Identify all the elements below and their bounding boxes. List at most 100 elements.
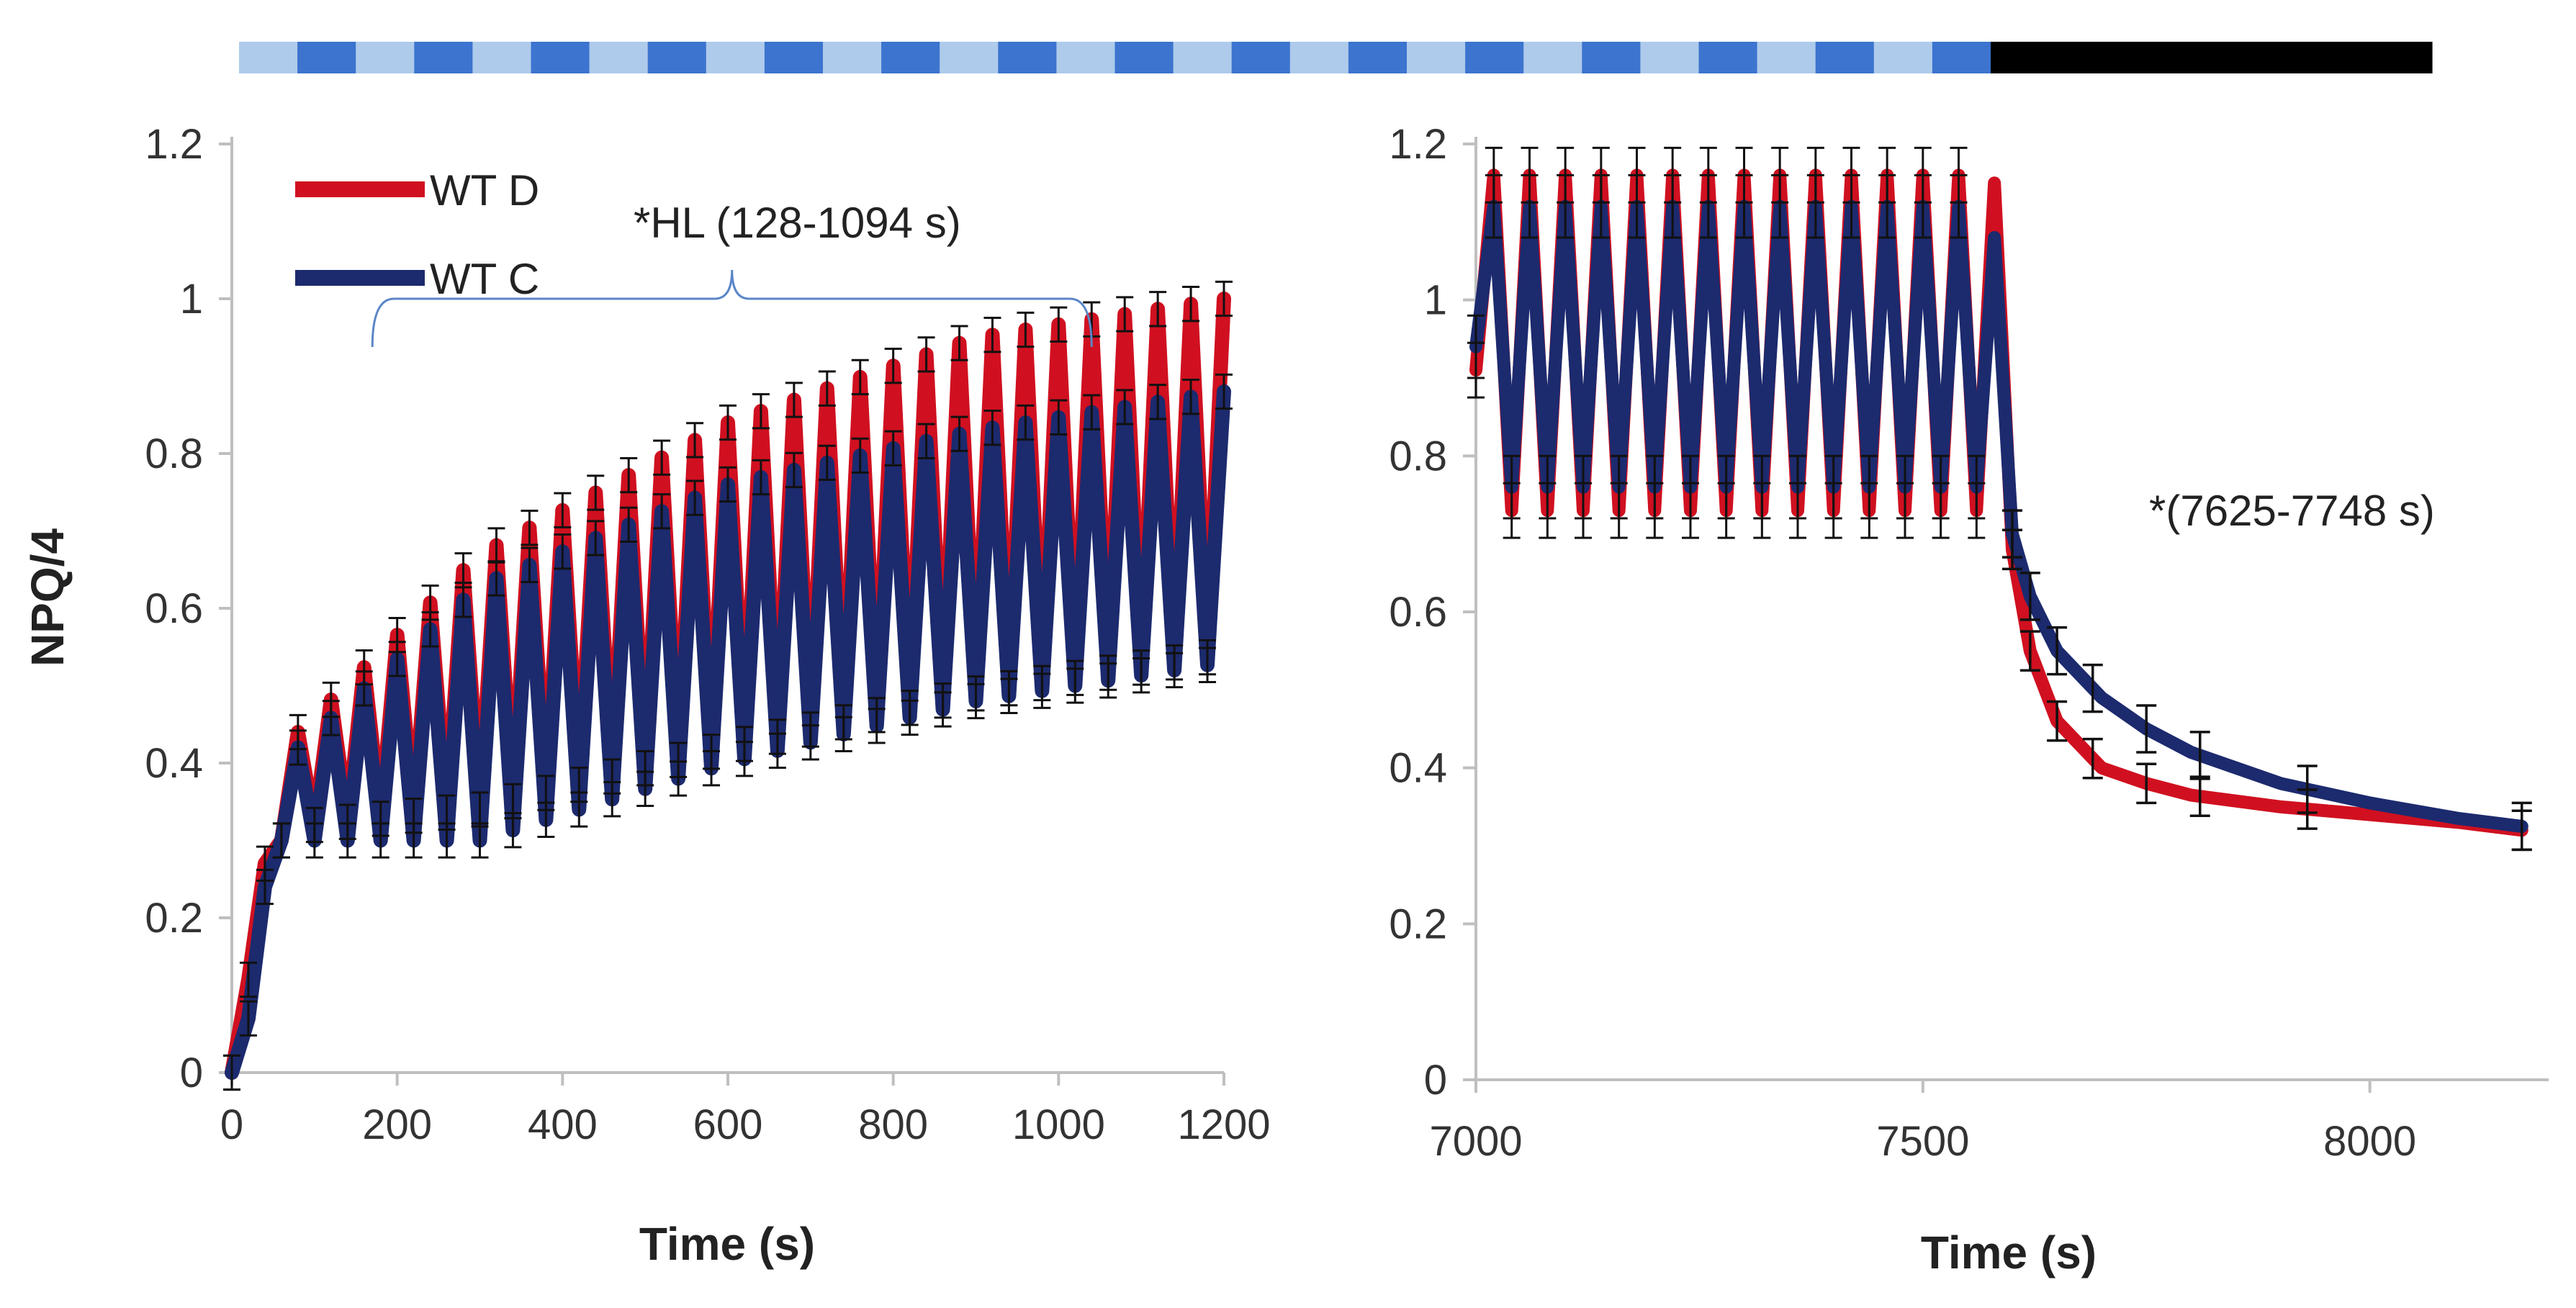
error-bar [1824,454,1842,520]
right-tick-labels: 0 0.2 0.4 0.6 0.8 1 1.2 7000 7500 8000 [1389,121,2416,1165]
x-tick-label: 7500 [1876,1118,1969,1165]
error-bar [1950,173,1968,239]
light-bar-segment [1407,42,1466,73]
error-bar [1149,291,1167,328]
error-bar [1968,454,1986,520]
error-bar [554,492,572,528]
error-bar [305,822,323,859]
error-bar [1000,677,1018,714]
light-bar-segment [1523,42,1582,73]
error-bar [1628,173,1646,239]
error-bar [719,404,737,441]
light-bar-segment [1231,42,1291,73]
light-bar-segment [297,42,356,73]
error-bar [1610,454,1628,520]
error-bar [1033,672,1051,709]
light-bar-segment [881,42,940,73]
error-bar [686,422,704,459]
error-bar [1753,454,1771,520]
error-bar [653,439,671,476]
error-bar [1050,399,1068,436]
y-tick-label: 0 [1424,1057,1447,1104]
x-tick-label: 800 [858,1101,928,1148]
error-bar [653,493,671,530]
error-bar [1878,173,1896,239]
error-bar [636,770,654,807]
error-bar [620,456,638,494]
error-bar [1646,454,1664,520]
error-bar [1521,173,1539,239]
error-bar [1215,373,1233,410]
x-tick-label: 400 [528,1101,598,1148]
error-bar [983,317,1001,353]
error-bar [2136,762,2157,805]
light-condition-bar [239,42,2433,73]
right-error-bars [1467,146,2532,852]
error-bar [967,682,985,720]
error-bar [1806,173,1824,239]
error-bar [2189,731,2210,780]
left-x-axis-label: Time (s) [639,1218,815,1270]
light-bar-segment [1698,42,1758,73]
error-bar [801,724,819,761]
light-bar-segment [1114,42,1174,73]
error-bar [2082,737,2103,780]
error-bar [768,732,786,769]
error-bar [703,750,721,787]
y-tick-label: 1 [1424,277,1447,324]
error-bar [2019,630,2040,672]
error-bar [1149,384,1167,420]
light-bar-segment [239,42,298,73]
error-bar [388,641,406,677]
light-bar-segment [706,42,765,73]
error-bar [1789,454,1806,520]
error-bar [983,410,1001,446]
hl-bracket [371,269,1093,348]
error-bar [1099,662,1117,699]
y-tick-label: 0.4 [145,740,203,787]
error-bar [1182,286,1200,323]
error-bar [1116,296,1134,333]
error-bar [752,393,770,430]
y-tick-label: 1.2 [145,121,203,168]
error-bar [901,699,919,736]
error-bar [670,760,688,797]
x-tick-label: 1000 [1012,1101,1105,1148]
right-axes [1463,137,2549,1093]
y-tick-label: 0.8 [145,430,203,477]
error-bar [934,691,952,728]
error-bar [537,801,555,838]
error-bar [1539,454,1557,520]
error-bar [554,533,572,570]
error-bar [785,451,803,489]
hl-annotation: *HL (128-1094 s) [634,199,961,247]
error-bar [818,444,836,482]
error-bar [438,822,456,859]
light-bar-segment [1815,42,1875,73]
error-bar [1557,173,1575,239]
error-bar [521,510,539,546]
error-bar [1050,306,1068,343]
error-bar [1199,646,1217,683]
error-bar [2082,663,2103,713]
error-bar [1503,454,1521,520]
dark-period-segment [1991,42,2433,73]
error-bar [1017,404,1035,441]
error-bar [917,336,935,373]
error-bar [2297,764,2318,814]
error-bar [620,506,638,544]
error-bar [570,791,588,828]
error-bar [2047,626,2068,676]
recovery-annotation: *(7625-7748 s) [2149,487,2435,535]
error-bar [521,546,539,583]
error-bar [1166,651,1184,689]
error-bar [884,348,902,384]
error-bar [405,822,423,859]
y-tick-label: 0.4 [1389,745,1447,792]
error-bar [239,961,257,998]
error-bar [1932,454,1950,520]
error-bar [322,700,340,736]
x-tick-label: 0 [220,1101,243,1148]
